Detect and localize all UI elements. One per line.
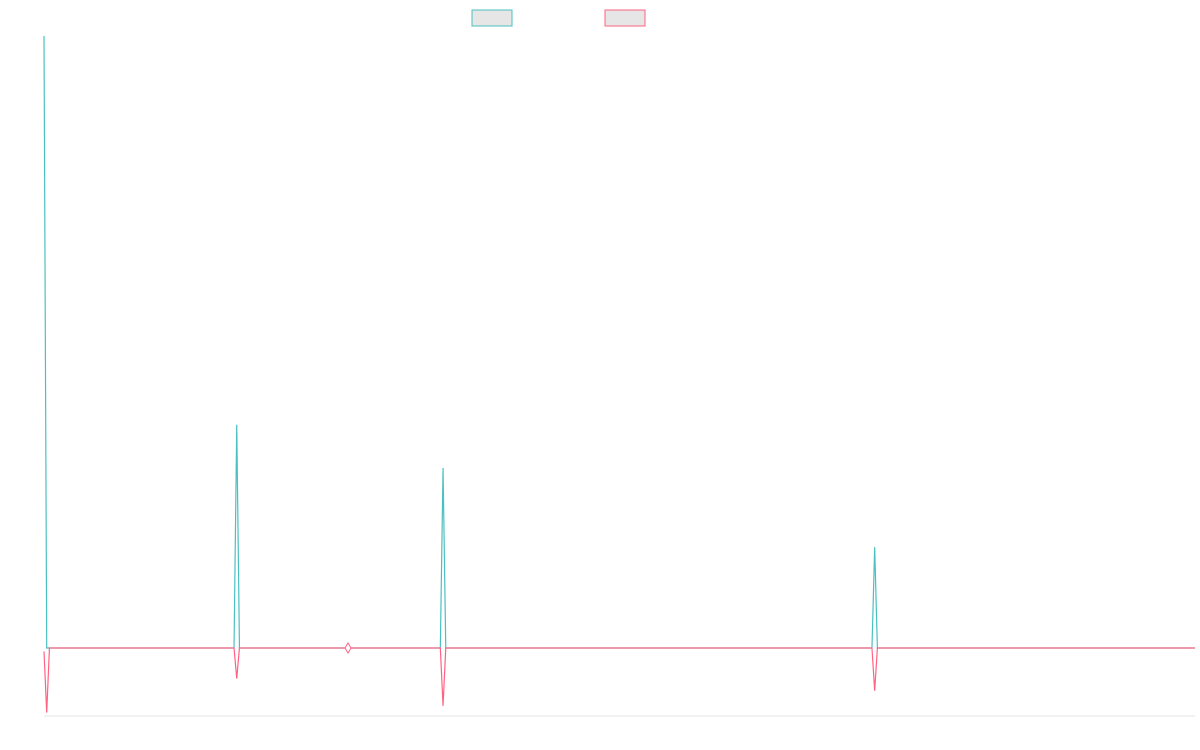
data-point-marker[interactable]	[344, 642, 352, 654]
series-line-1	[43, 35, 1195, 649]
series-layer	[43, 35, 1195, 713]
legend[interactable]	[471, 9, 646, 27]
series-line-2	[43, 647, 1195, 713]
legend-swatch-1[interactable]	[471, 9, 513, 27]
legend-swatch-2[interactable]	[604, 9, 646, 27]
